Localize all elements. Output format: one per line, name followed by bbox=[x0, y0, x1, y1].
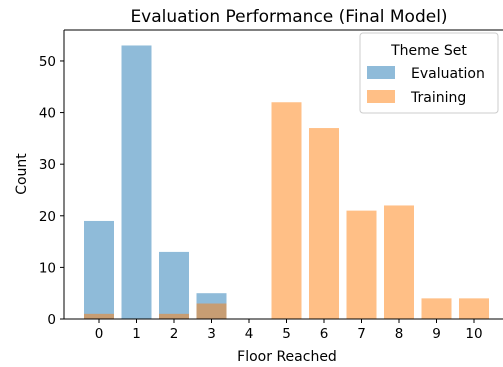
bar-training-0 bbox=[84, 313, 114, 319]
axes-group: 0 10 20 30 40 50 0 1 2 3 4 5 6 7 8 9 10 bbox=[39, 29, 503, 342]
bar-training-2 bbox=[159, 313, 189, 319]
x-tick-label-6: 6 bbox=[320, 326, 329, 342]
x-tick-label-3: 3 bbox=[207, 326, 216, 342]
y-tick-label-0: 0 bbox=[47, 312, 56, 328]
x-tick-label-9: 9 bbox=[432, 326, 441, 342]
y-tick-label-40: 40 bbox=[39, 106, 56, 122]
bar-training-5 bbox=[271, 102, 302, 319]
bar-training-8 bbox=[384, 205, 414, 319]
x-tick-label-1: 1 bbox=[132, 326, 141, 342]
legend-title: Theme Set bbox=[390, 43, 467, 59]
x-tick-label-4: 4 bbox=[245, 326, 254, 342]
x-tick-label-2: 2 bbox=[170, 326, 179, 342]
chart-title: Evaluation Performance (Final Model) bbox=[130, 7, 447, 27]
legend: Theme Set Evaluation Training bbox=[359, 32, 499, 114]
bar-training-10 bbox=[459, 298, 489, 319]
bar-training-9 bbox=[421, 298, 452, 319]
bar-training-3 bbox=[196, 303, 227, 319]
bar-training-6 bbox=[309, 128, 339, 319]
x-tick-label-10: 10 bbox=[465, 326, 482, 342]
bar-evaluation-1 bbox=[121, 45, 152, 319]
x-axis-label: Floor Reached bbox=[237, 349, 337, 365]
x-tick-label-5: 5 bbox=[282, 326, 291, 342]
y-tick-label-20: 20 bbox=[39, 209, 56, 225]
x-tick-label-7: 7 bbox=[357, 326, 366, 342]
y-tick-label-50: 50 bbox=[39, 54, 56, 70]
y-tick-label-30: 30 bbox=[39, 157, 56, 173]
legend-swatch-training bbox=[367, 90, 395, 103]
legend-label-evaluation: Evaluation bbox=[411, 66, 485, 82]
bar-training-7 bbox=[346, 210, 377, 320]
y-axis-label: Count bbox=[14, 153, 30, 195]
y-tick-label-10: 10 bbox=[39, 260, 56, 276]
legend-label-training: Training bbox=[410, 90, 466, 106]
x-tick-label-0: 0 bbox=[95, 326, 104, 342]
bar-evaluation-2 bbox=[159, 251, 189, 319]
bar-evaluation-0 bbox=[84, 220, 114, 319]
bars-group bbox=[84, 45, 489, 320]
legend-swatch-evaluation bbox=[367, 66, 395, 79]
x-tick-label-8: 8 bbox=[395, 326, 404, 342]
